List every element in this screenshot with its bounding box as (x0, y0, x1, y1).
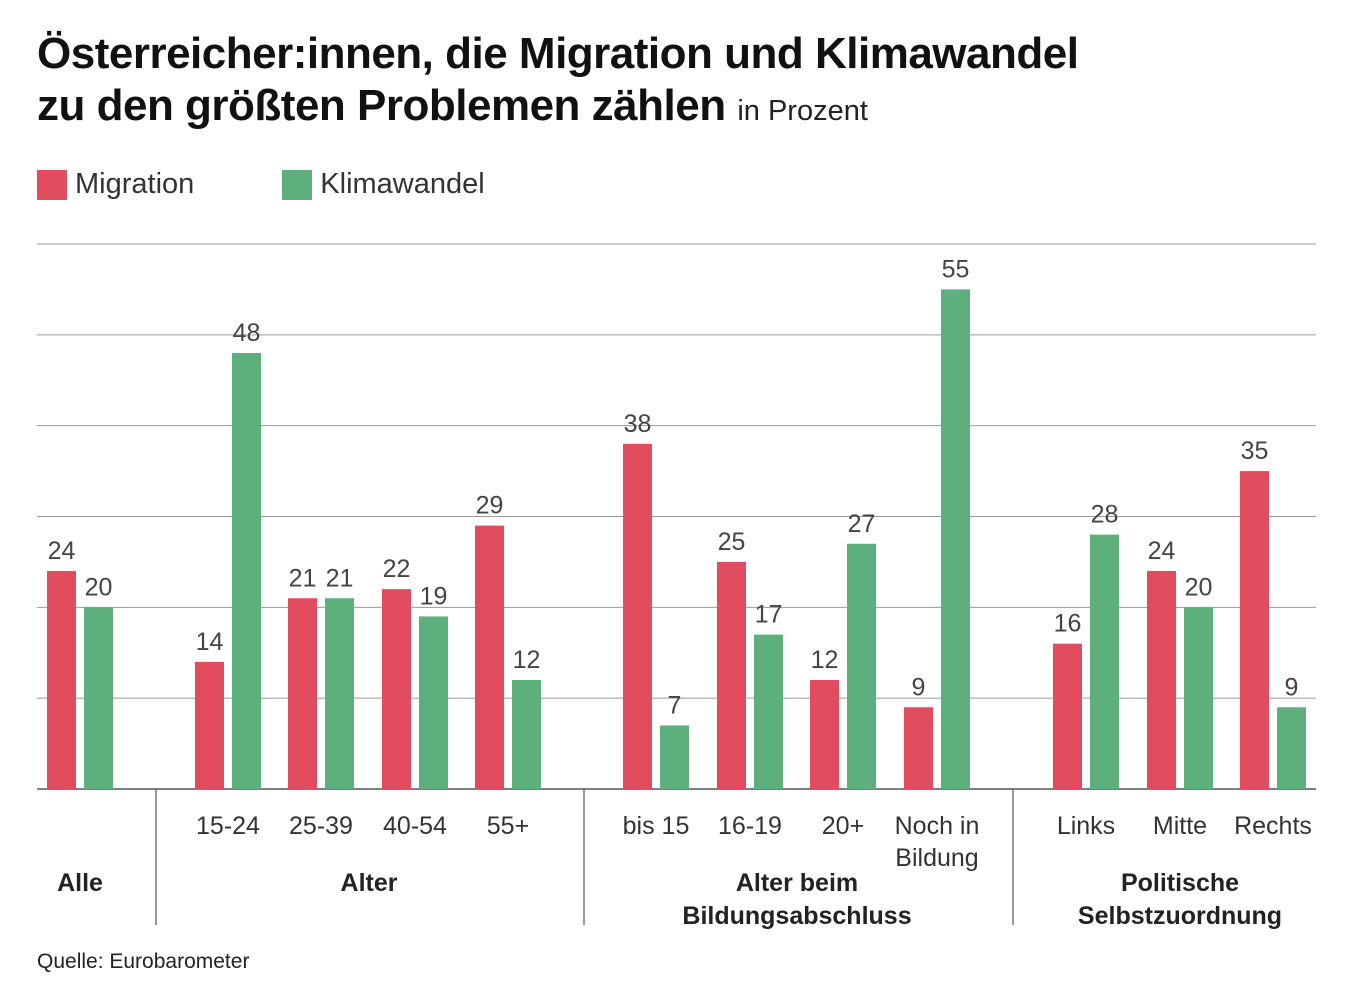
value-label-klimawandel-8: 55 (942, 255, 970, 283)
bar-migration-3 (382, 589, 411, 789)
value-label-klimawandel-10: 20 (1185, 573, 1213, 601)
value-label-migration-10: 24 (1148, 537, 1176, 565)
legend-swatch-migration (37, 169, 67, 200)
bar-klimawandel-11 (1277, 707, 1306, 789)
value-label-klimawandel-0: 20 (85, 573, 113, 601)
bar-migration-2 (288, 598, 317, 789)
category-label-2: 25-39 (289, 812, 353, 840)
category-label-8-line2: Bildung (895, 844, 978, 872)
legend-label-migration: Migration (75, 168, 195, 200)
title-unit: in Prozent (737, 95, 868, 127)
category-label-5: bis 15 (623, 812, 690, 840)
bar-migration-1 (195, 661, 224, 789)
value-label-klimawandel-1: 48 (233, 319, 261, 347)
value-label-klimawandel-11: 9 (1285, 673, 1299, 701)
bar-klimawandel-0 (84, 607, 113, 789)
bar-klimawandel-9 (1090, 534, 1119, 789)
category-label-3: 40-54 (383, 812, 447, 840)
bar-migration-5 (623, 443, 652, 789)
bar-migration-6 (717, 561, 746, 789)
value-label-klimawandel-2: 21 (326, 564, 354, 592)
category-label-9: Links (1057, 812, 1115, 840)
category-label-8: Noch in (895, 812, 980, 840)
value-label-migration-11: 35 (1241, 437, 1269, 465)
category-label-7: 20+ (822, 812, 864, 840)
legend: Migration Klimawandel (37, 168, 573, 201)
value-label-migration-9: 16 (1054, 610, 1082, 638)
value-label-klimawandel-5: 7 (668, 691, 682, 719)
bar-klimawandel-6 (754, 634, 783, 789)
legend-label-klimawandel: Klimawandel (320, 168, 485, 200)
value-label-migration-1: 14 (196, 628, 224, 656)
bar-klimawandel-8 (941, 289, 970, 789)
legend-item-migration: Migration (37, 168, 194, 201)
value-label-klimawandel-6: 17 (755, 601, 783, 629)
value-label-klimawandel-3: 19 (420, 582, 448, 610)
value-label-migration-0: 24 (48, 537, 76, 565)
bar-klimawandel-4 (512, 680, 541, 789)
bar-migration-4 (475, 525, 504, 789)
category-label-4: 55+ (487, 812, 529, 840)
legend-swatch-klimawandel (282, 169, 313, 200)
value-label-migration-6: 25 (718, 528, 746, 556)
bar-migration-0 (47, 571, 76, 789)
group-label-3-line2: Bildungsabschluss (682, 902, 911, 930)
category-label-1: 15-24 (196, 812, 260, 840)
bar-klimawandel-3 (419, 616, 448, 789)
group-label-1: Alle (57, 869, 103, 897)
bar-klimawandel-2 (325, 598, 354, 789)
category-label-11: Rechts (1234, 812, 1312, 840)
value-label-migration-4: 29 (476, 492, 504, 520)
group-label-4: Politische (1121, 869, 1239, 897)
value-label-migration-8: 9 (912, 673, 926, 701)
value-label-klimawandel-7: 27 (848, 510, 876, 538)
bar-klimawandel-10 (1184, 607, 1213, 789)
bar-migration-10 (1147, 571, 1176, 789)
value-label-klimawandel-9: 28 (1091, 501, 1119, 529)
chart-title: Österreicher:innen, die Migration und Kl… (37, 28, 1079, 137)
value-label-migration-3: 22 (383, 555, 411, 583)
group-label-3: Alter beim (736, 869, 858, 897)
group-label-4-line2: Selbstzuordnung (1078, 902, 1282, 930)
value-label-migration-2: 21 (289, 564, 317, 592)
bar-migration-8 (904, 707, 933, 789)
value-label-migration-7: 12 (811, 646, 839, 674)
bar-klimawandel-5 (660, 725, 689, 789)
title-line-2: zu den größten Problemen zählen (37, 81, 726, 130)
bar-migration-9 (1053, 643, 1082, 789)
legend-item-klimawandel: Klimawandel (282, 168, 485, 201)
bar-klimawandel-1 (232, 353, 261, 789)
source-note: Quelle: Eurobarometer (37, 950, 250, 973)
category-label-6: 16-19 (718, 812, 782, 840)
bar-migration-11 (1240, 471, 1269, 789)
bar-klimawandel-7 (847, 543, 876, 789)
bar-migration-7 (810, 680, 839, 789)
title-line-1: Österreicher:innen, die Migration und Kl… (37, 29, 1079, 78)
category-label-10: Mitte (1153, 812, 1207, 840)
value-label-klimawandel-4: 12 (513, 646, 541, 674)
group-label-2: Alter (341, 869, 398, 897)
value-label-migration-5: 38 (624, 410, 652, 438)
